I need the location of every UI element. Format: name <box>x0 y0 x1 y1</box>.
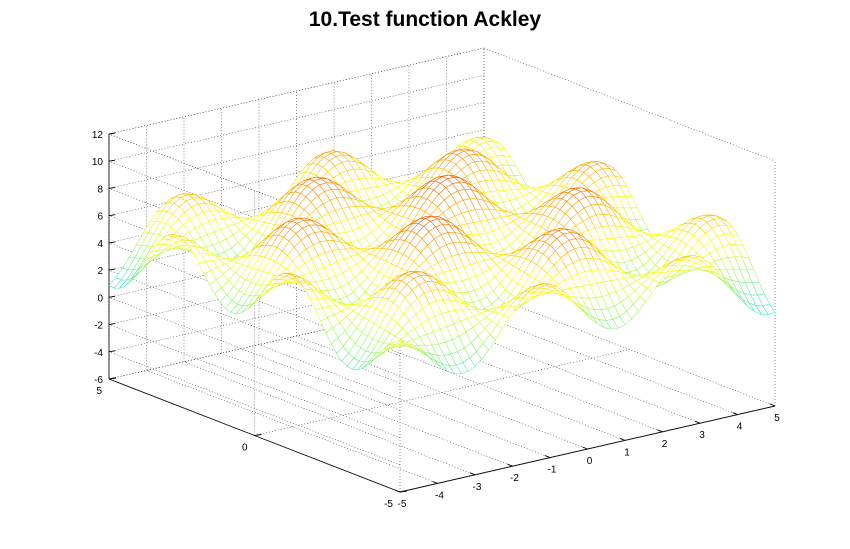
z-tick-mark <box>108 132 116 135</box>
x-tick-label: 4 <box>737 422 743 433</box>
z-tick-mark <box>108 186 116 189</box>
grid-line <box>221 352 513 467</box>
y-tick-mark <box>399 490 408 493</box>
z-tick-label: 10 <box>92 157 104 168</box>
x-tick-label: 2 <box>662 439 668 450</box>
grid-line <box>146 370 438 484</box>
grid-line <box>333 327 626 441</box>
z-tick-label: -6 <box>94 375 103 386</box>
x-tick-label: -1 <box>548 465 557 476</box>
x-tick-label: 0 <box>587 456 593 467</box>
x-tick-label: -4 <box>435 490 444 501</box>
z-tick-mark <box>108 350 116 353</box>
grid-line <box>254 349 630 436</box>
z-tick-label: -4 <box>94 348 103 359</box>
x-tick-mark <box>469 472 476 476</box>
grid-line <box>183 361 476 476</box>
grid-line <box>108 292 485 380</box>
y-tick-label: -5 <box>384 499 393 510</box>
x-tick-label: -5 <box>398 499 407 510</box>
x-tick-mark <box>432 480 438 484</box>
y-tick-mark <box>108 377 117 380</box>
x-tick-mark <box>394 489 401 493</box>
z-tick-label: 4 <box>97 239 103 250</box>
y-tick-label: 5 <box>96 386 102 397</box>
x-tick-label: -2 <box>510 473 519 484</box>
grid-line <box>108 129 485 216</box>
z-tick-mark <box>108 268 116 271</box>
z-tick-mark <box>108 214 116 217</box>
surface-mesh <box>108 136 776 375</box>
y-tick-mark <box>254 434 262 436</box>
chart-title: 10.Test function Ackley <box>308 8 542 31</box>
grid-line <box>408 309 701 424</box>
x-tick-mark <box>582 446 588 450</box>
grid-line <box>108 74 485 162</box>
mesh-cell <box>762 303 776 315</box>
grid-line <box>108 133 401 248</box>
x-tick-mark <box>544 455 551 459</box>
y-tick-label: 0 <box>242 443 248 454</box>
box-edge <box>483 47 776 162</box>
z-tick-mark <box>108 241 116 244</box>
x-tick-mark <box>732 412 738 416</box>
x-tick-mark <box>769 403 776 407</box>
x-tick-mark <box>507 463 513 467</box>
grid-line <box>371 318 663 433</box>
grid-line <box>108 47 485 135</box>
x-tick-label: -3 <box>473 482 482 493</box>
x-tick-label: 3 <box>699 430 705 441</box>
x-tick-label: 5 <box>774 413 780 424</box>
x-tick-mark <box>694 420 701 424</box>
x-tick-mark <box>619 437 626 441</box>
x-tick-label: 1 <box>624 447 630 458</box>
z-tick-label: -2 <box>94 321 103 332</box>
z-tick-label: 6 <box>97 212 103 223</box>
z-tick-label: 2 <box>97 266 103 277</box>
x-tick-mark <box>657 429 663 433</box>
z-tick-mark <box>108 295 116 298</box>
grid-line <box>446 301 738 415</box>
z-tick-mark <box>108 323 116 326</box>
z-tick-label: 8 <box>97 184 103 195</box>
z-tick-label: 0 <box>97 293 103 304</box>
grid-line <box>108 102 485 189</box>
z-tick-label: 12 <box>92 130 104 141</box>
z-tick-mark <box>108 159 116 162</box>
